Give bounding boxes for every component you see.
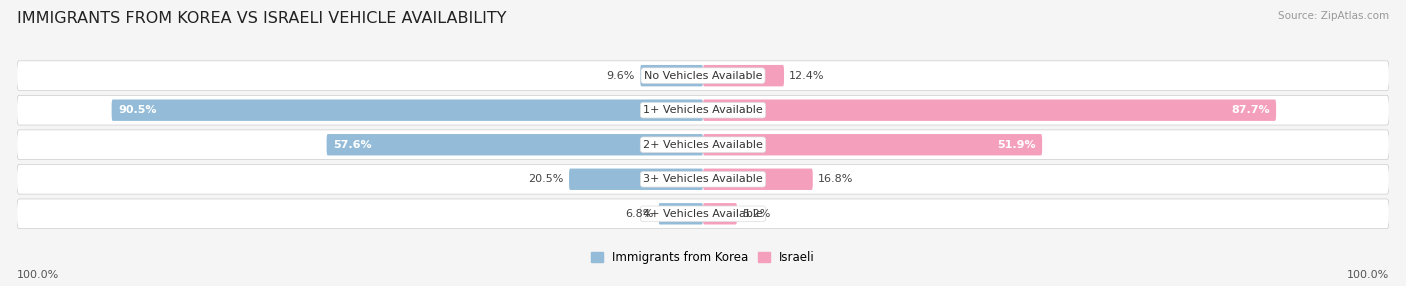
Text: 4+ Vehicles Available: 4+ Vehicles Available [643, 209, 763, 219]
Text: 3+ Vehicles Available: 3+ Vehicles Available [643, 174, 763, 184]
Text: 2+ Vehicles Available: 2+ Vehicles Available [643, 140, 763, 150]
FancyBboxPatch shape [640, 65, 703, 86]
Text: 100.0%: 100.0% [1347, 270, 1389, 280]
Legend: Immigrants from Korea, Israeli: Immigrants from Korea, Israeli [586, 247, 820, 269]
FancyBboxPatch shape [703, 134, 1042, 155]
FancyBboxPatch shape [703, 168, 813, 190]
Text: 57.6%: 57.6% [333, 140, 371, 150]
Text: 9.6%: 9.6% [606, 71, 636, 81]
Text: Source: ZipAtlas.com: Source: ZipAtlas.com [1278, 11, 1389, 21]
Text: 20.5%: 20.5% [529, 174, 564, 184]
Text: 100.0%: 100.0% [17, 270, 59, 280]
FancyBboxPatch shape [17, 61, 1389, 90]
FancyBboxPatch shape [111, 100, 703, 121]
FancyBboxPatch shape [658, 203, 703, 225]
FancyBboxPatch shape [703, 100, 1277, 121]
Text: 1+ Vehicles Available: 1+ Vehicles Available [643, 105, 763, 115]
Text: 90.5%: 90.5% [118, 105, 156, 115]
FancyBboxPatch shape [17, 199, 1389, 229]
Text: 16.8%: 16.8% [818, 174, 853, 184]
Text: 51.9%: 51.9% [997, 140, 1036, 150]
Text: 6.8%: 6.8% [624, 209, 654, 219]
FancyBboxPatch shape [326, 134, 703, 155]
Text: 12.4%: 12.4% [789, 71, 825, 81]
FancyBboxPatch shape [17, 164, 1389, 194]
Text: IMMIGRANTS FROM KOREA VS ISRAELI VEHICLE AVAILABILITY: IMMIGRANTS FROM KOREA VS ISRAELI VEHICLE… [17, 11, 506, 26]
FancyBboxPatch shape [17, 95, 1389, 125]
FancyBboxPatch shape [703, 203, 737, 225]
Text: 87.7%: 87.7% [1230, 105, 1270, 115]
FancyBboxPatch shape [17, 130, 1389, 160]
FancyBboxPatch shape [703, 65, 785, 86]
FancyBboxPatch shape [569, 168, 703, 190]
Text: 5.2%: 5.2% [742, 209, 770, 219]
Text: No Vehicles Available: No Vehicles Available [644, 71, 762, 81]
